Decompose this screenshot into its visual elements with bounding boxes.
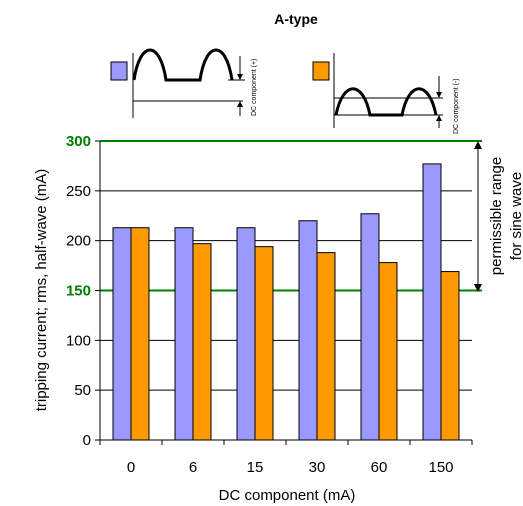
tick-labels: 0 50 100 150 200 250 300 0 6 15 30 60 150 <box>66 133 454 476</box>
legend-item-1: DC component (+) <box>110 48 258 118</box>
x-tick-label-60: 60 <box>371 459 388 476</box>
y-tick-label-100: 100 <box>66 332 91 349</box>
x-axis-title: DC component (mA) <box>219 487 356 504</box>
bar-series-2-15 <box>254 246 274 441</box>
y-tick-label-50: 50 <box>74 382 91 399</box>
x-tick-label-150: 150 <box>428 459 453 476</box>
bar-series-2-60 <box>378 262 398 441</box>
range-label-line-1: permissible range <box>488 157 505 275</box>
range-label-line-2: for sine wave <box>508 172 523 260</box>
grid-lines <box>100 140 482 391</box>
bar-series-2-6 <box>192 243 212 441</box>
bar-series-1-150 <box>422 163 442 441</box>
x-tick-label-6: 6 <box>189 459 197 476</box>
legend-annotation-1: DC component (+) <box>251 59 258 116</box>
legend-swatch-1 <box>110 61 128 81</box>
x-tick-label-0: 0 <box>127 459 135 476</box>
legend-item-2: DC component (-) <box>312 53 460 134</box>
bar-series-2-150 <box>440 271 460 441</box>
chart-title: A-type <box>274 11 318 27</box>
waveform-dc-positive-icon: DC component (+) <box>132 48 258 118</box>
bar-series-2-0 <box>130 227 150 441</box>
axes <box>95 140 473 445</box>
range-arrow-down-icon <box>474 284 482 292</box>
y-tick-label-200: 200 <box>66 233 91 250</box>
bar-series-1-15 <box>236 227 256 441</box>
bar-series-1-30 <box>298 220 318 441</box>
permissible-range-annotation: permissible range for sine wave <box>474 141 523 292</box>
legend-swatch-2 <box>312 61 330 81</box>
bar-series-1-0 <box>112 227 132 441</box>
bar-series-1-6 <box>174 227 194 441</box>
bars <box>112 163 460 441</box>
x-tick-label-15: 15 <box>247 459 264 476</box>
x-tick-label-30: 30 <box>309 459 326 476</box>
y-tick-label-0: 0 <box>83 432 91 449</box>
y-tick-label-300: 300 <box>66 133 91 150</box>
legend-annotation-2: DC component (-) <box>453 78 460 134</box>
bar-series-1-60 <box>360 213 380 441</box>
bar-series-2-30 <box>316 252 336 441</box>
y-axis-title: tripping current; rms, half-wave (mA) <box>33 169 50 412</box>
y-tick-label-150: 150 <box>66 283 91 300</box>
waveform-dc-negative-icon: DC component (-) <box>333 53 460 134</box>
y-tick-label-250: 250 <box>66 183 91 200</box>
range-arrow-up-icon <box>474 141 482 149</box>
